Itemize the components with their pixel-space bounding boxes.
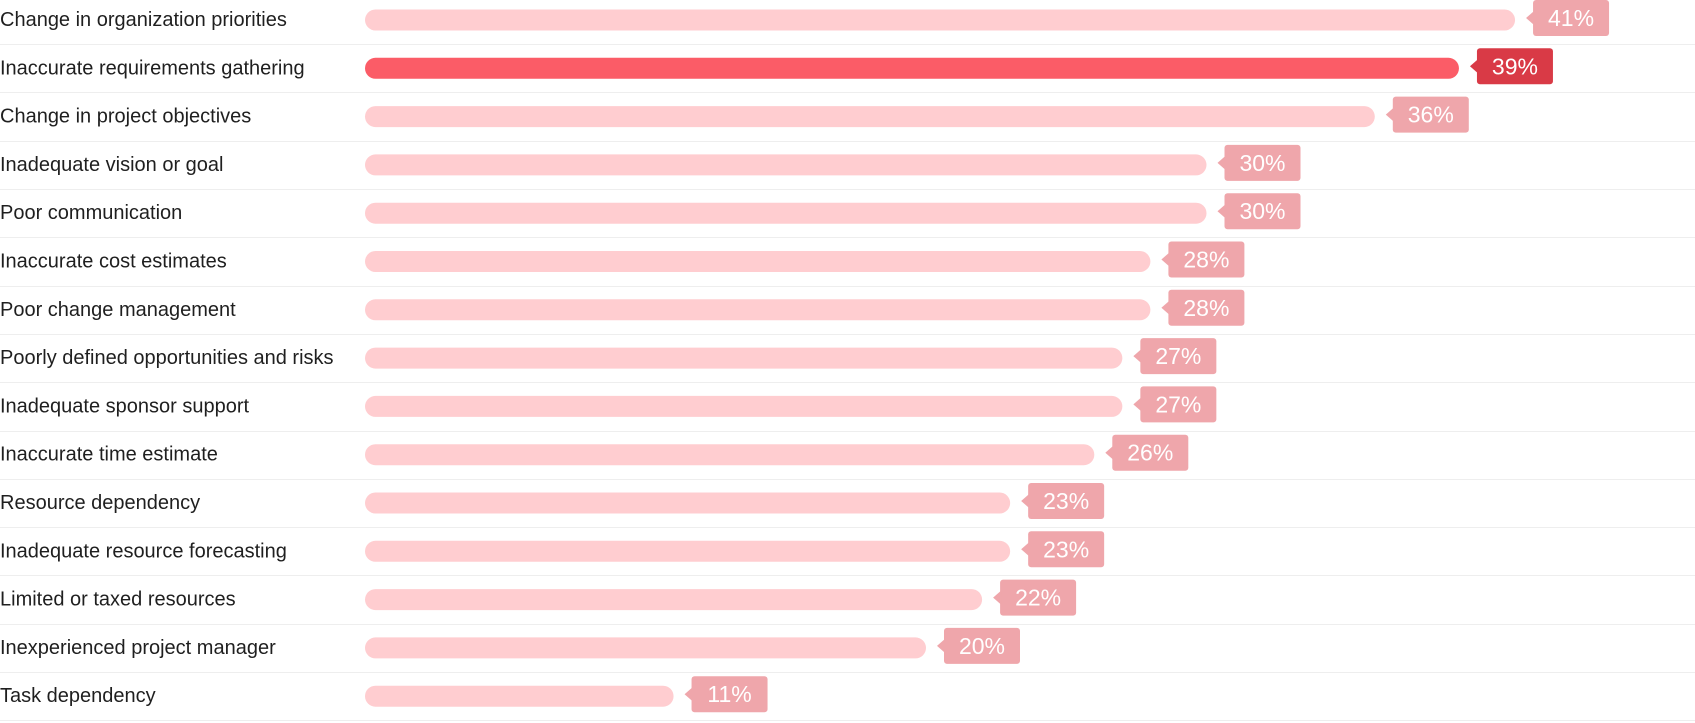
category-label: Inadequate vision or goal bbox=[0, 154, 224, 176]
bar bbox=[365, 589, 983, 611]
value-badge bbox=[691, 676, 768, 713]
bar bbox=[365, 202, 1207, 224]
badge-pointer bbox=[1217, 204, 1226, 219]
badge-pointer bbox=[1133, 349, 1142, 364]
badge-pointer bbox=[1526, 11, 1535, 25]
bar bbox=[365, 637, 926, 659]
value-badge bbox=[944, 627, 1020, 664]
bar bbox=[365, 299, 1151, 321]
bar-row: Inaccurate requirements gathering 39% bbox=[0, 48, 1695, 93]
value-badge bbox=[1000, 579, 1077, 616]
value-label: 30% bbox=[1239, 150, 1285, 176]
bar-row: Inexperienced project manager 20% bbox=[0, 627, 1695, 673]
value-badge bbox=[1112, 434, 1189, 471]
bar-row: Change in organization priorities 41% bbox=[0, 0, 1695, 45]
badge-pointer bbox=[1217, 155, 1226, 170]
bar-row: Inadequate vision or goal 30% bbox=[0, 144, 1695, 190]
bar-row: Poorly defined opportunities and risks 27… bbox=[0, 338, 1695, 383]
category-label: Inaccurate cost estimates bbox=[0, 251, 227, 273]
category-label: Poorly defined opportunities and risks bbox=[0, 347, 334, 369]
category-label: Change in organization priorities bbox=[0, 9, 287, 31]
value-badge bbox=[1168, 241, 1245, 278]
value-badge bbox=[1476, 48, 1553, 85]
bar bbox=[365, 685, 674, 707]
bar bbox=[365, 395, 1123, 417]
value-label: 28% bbox=[1183, 295, 1229, 321]
badge-pointer bbox=[684, 687, 693, 702]
bar bbox=[365, 540, 1011, 562]
category-label: Inadequate resource forecasting bbox=[0, 540, 287, 562]
badge-pointer bbox=[1133, 397, 1142, 412]
value-label: 41% bbox=[1548, 5, 1594, 31]
bar-row: Inaccurate cost estimates 28% bbox=[0, 241, 1695, 287]
bar-row: Inadequate sponsor support 27% bbox=[0, 386, 1695, 432]
value-badge bbox=[1028, 483, 1105, 519]
category-label: Inaccurate requirements gathering bbox=[0, 57, 305, 79]
value-label: 39% bbox=[1492, 53, 1538, 79]
badge-pointer bbox=[1469, 59, 1478, 74]
value-label: 27% bbox=[1155, 391, 1201, 417]
bar-row: Change in project objectives 36% bbox=[0, 96, 1695, 142]
badge-pointer bbox=[937, 638, 945, 653]
badge-pointer bbox=[993, 590, 1002, 605]
value-label: 23% bbox=[1043, 536, 1089, 562]
value-label: 22% bbox=[1015, 585, 1061, 611]
bar-row: Poor change management 28% bbox=[0, 289, 1695, 335]
value-label: 36% bbox=[1408, 102, 1454, 128]
category-label: Inaccurate time estimate bbox=[0, 444, 218, 466]
value-label: 27% bbox=[1155, 343, 1201, 369]
bar bbox=[365, 9, 1516, 31]
bar bbox=[365, 154, 1207, 176]
bar-row: Task dependency 11% bbox=[0, 676, 1695, 721]
value-label: 20% bbox=[959, 633, 1005, 659]
category-label: Task dependency bbox=[0, 685, 156, 707]
badge-pointer bbox=[1021, 494, 1030, 508]
value-badge bbox=[1533, 0, 1610, 36]
value-badge bbox=[1168, 289, 1245, 326]
value-label: 26% bbox=[1127, 440, 1173, 466]
highlighted-bar bbox=[365, 57, 1459, 79]
bar bbox=[365, 106, 1375, 128]
bar bbox=[365, 347, 1123, 369]
category-label: Inexperienced project manager bbox=[0, 637, 276, 659]
bar-row: Limited or taxed resources 22% bbox=[0, 579, 1695, 625]
category-label: Poor change management bbox=[0, 299, 236, 321]
badge-pointer bbox=[1021, 542, 1030, 557]
value-label: 11% bbox=[707, 681, 751, 707]
bar-row: Inaccurate time estimate 26% bbox=[0, 434, 1695, 480]
category-label: Poor communication bbox=[0, 202, 182, 224]
value-label: 30% bbox=[1239, 198, 1285, 224]
badge-pointer bbox=[1161, 300, 1170, 315]
value-label: 28% bbox=[1183, 247, 1229, 273]
value-badge bbox=[1140, 386, 1217, 423]
value-badge bbox=[1392, 96, 1469, 133]
bar-row: Inadequate resource forecasting 23% bbox=[0, 531, 1695, 576]
value-badge bbox=[1224, 144, 1301, 181]
value-label: 23% bbox=[1043, 488, 1089, 514]
badge-pointer bbox=[1385, 107, 1394, 122]
category-label: Limited or taxed resources bbox=[0, 589, 236, 611]
bar bbox=[365, 251, 1151, 272]
value-badge bbox=[1028, 531, 1105, 568]
badge-pointer bbox=[1105, 445, 1114, 460]
category-label: Inadequate sponsor support bbox=[0, 395, 250, 417]
bar-row: Poor communication 30% bbox=[0, 193, 1695, 238]
value-badge bbox=[1140, 338, 1217, 375]
bar-row: Resource dependency 23% bbox=[0, 483, 1695, 528]
bar bbox=[365, 492, 1011, 514]
category-label: Resource dependency bbox=[0, 492, 200, 514]
bar bbox=[365, 444, 1095, 466]
category-label: Change in project objectives bbox=[0, 106, 251, 128]
value-badge bbox=[1224, 193, 1301, 230]
badge-pointer bbox=[1161, 252, 1170, 267]
